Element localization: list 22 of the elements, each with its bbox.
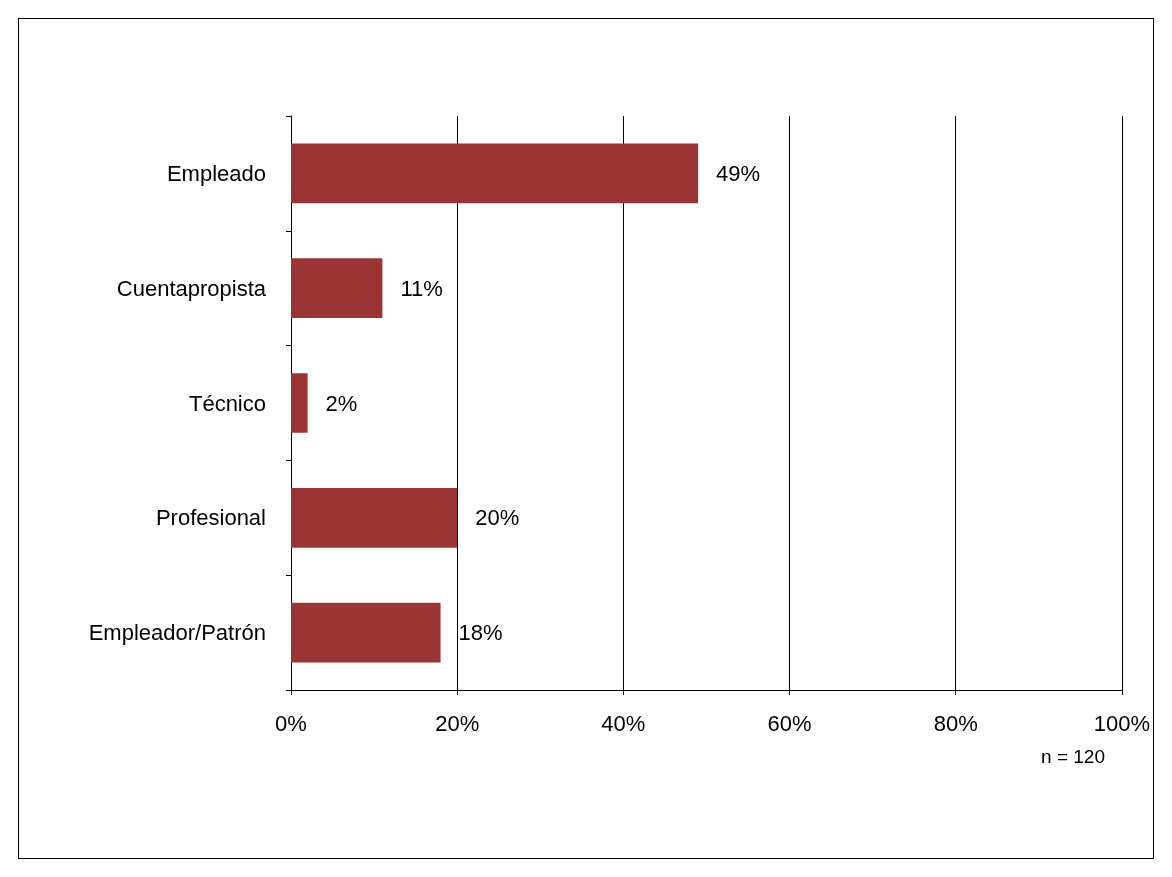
y-tick-label: Empleador/Patrón — [88, 620, 266, 646]
data-label: 2% — [325, 390, 358, 416]
bar — [291, 143, 699, 204]
bar — [291, 602, 441, 663]
data-label: 18% — [458, 620, 503, 646]
data-label: 20% — [475, 505, 520, 531]
text: n = 120 — [1041, 746, 1105, 767]
x-tick-label: 40% — [601, 710, 646, 736]
y-tick-label: Cuentapropista — [116, 275, 267, 301]
x-tick-label: 100% — [1093, 710, 1151, 736]
y-tick-label: Empleado — [166, 160, 266, 186]
data-label: 49% — [716, 160, 761, 186]
x-tick-label: 20% — [435, 710, 480, 736]
data-label: 11% — [400, 275, 443, 301]
y-tick-label: Técnico — [188, 390, 266, 416]
x-tick-label: 80% — [933, 710, 978, 736]
y-tick-label: Profesional — [155, 505, 266, 531]
bar — [291, 487, 458, 548]
bar — [291, 258, 383, 319]
x-tick-label: 0% — [275, 710, 307, 736]
bar — [291, 373, 308, 433]
x-tick-label: 60% — [767, 710, 812, 736]
